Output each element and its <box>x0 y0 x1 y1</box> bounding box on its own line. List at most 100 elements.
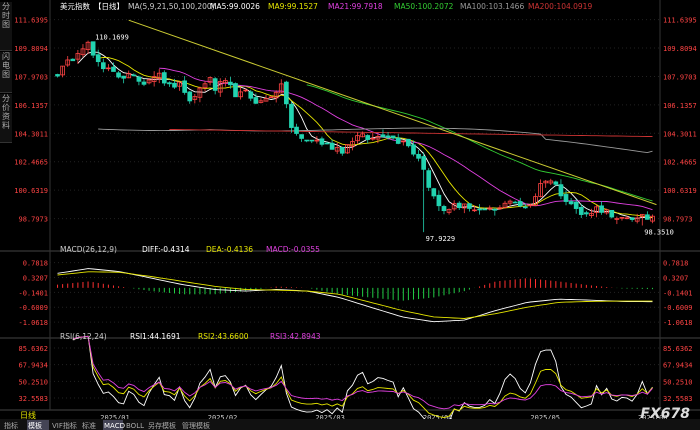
legend-item: MA(5,9,21,50,100,200) <box>128 2 215 11</box>
candle <box>258 100 264 103</box>
candle <box>268 96 274 99</box>
candle <box>512 201 518 204</box>
candle <box>599 205 604 213</box>
candle <box>161 72 167 84</box>
candle <box>426 170 432 188</box>
candle <box>299 134 304 139</box>
candle <box>304 139 310 142</box>
candle <box>502 202 508 208</box>
price-tick-left: 98.7973 <box>18 216 48 224</box>
bottom-tab[interactable]: MACD <box>104 422 125 430</box>
candle <box>523 206 528 209</box>
bottom-toolbar <box>0 419 700 430</box>
candle <box>436 194 442 207</box>
bottom-tab[interactable]: 管理模板 <box>182 421 210 430</box>
bottom-tab[interactable]: 标准 <box>82 421 96 430</box>
ma-line-ma21 <box>159 67 653 211</box>
candle <box>284 81 289 105</box>
rsi-tick-left: 85.6362 <box>18 345 48 353</box>
candle <box>467 203 472 209</box>
rsi-legend-item: RSI3:42.8943 <box>270 332 321 341</box>
price-tick-left: 111.6395 <box>14 17 48 25</box>
candle <box>548 180 554 184</box>
price-tick-left: 106.1357 <box>14 102 48 110</box>
candle <box>319 138 325 145</box>
candle <box>650 215 655 222</box>
candle <box>294 126 299 134</box>
candle <box>543 180 549 184</box>
side-tab-lightning[interactable]: 闪电图 <box>0 52 12 93</box>
candle <box>228 81 233 86</box>
candle <box>553 181 559 185</box>
candle <box>431 188 437 197</box>
candle <box>80 48 86 56</box>
candle <box>578 206 584 215</box>
candle <box>350 141 355 147</box>
x-tick-label: 2025/06 <box>638 414 668 422</box>
side-tab-price-data[interactable]: 分价资料 <box>0 94 12 143</box>
candle <box>400 140 406 143</box>
legend-item: MA5:99.0026 <box>210 2 260 11</box>
macd-tick-left: -1.0618 <box>18 319 48 327</box>
rsi-tick-left: 67.9434 <box>18 362 48 370</box>
bottom-tab[interactable]: 另存模板 <box>148 421 176 430</box>
legend-item: MA21:99.7918 <box>328 2 383 11</box>
macd-legend-item: MACD:-0.0355 <box>266 245 320 254</box>
candle <box>594 206 599 213</box>
candle <box>339 146 345 154</box>
candle <box>380 134 386 138</box>
rsi-legend-item: RSI(6,12,24) <box>60 332 107 341</box>
candle <box>345 144 350 154</box>
trend-line <box>128 19 657 206</box>
candle <box>472 209 477 212</box>
candle <box>238 91 243 98</box>
bottom-tab[interactable]: VIF指标 <box>52 421 77 430</box>
macd-tick-right: -1.0618 <box>663 319 693 327</box>
rsi-legend-item: RSI1:44.1691 <box>130 332 181 341</box>
price-annotation: 110.1699 <box>95 33 129 41</box>
legend-item: MA50:100.2072 <box>394 2 454 11</box>
candle <box>584 212 589 215</box>
candle <box>233 83 238 98</box>
macd-tick-right: 0.7818 <box>663 260 688 268</box>
rsi-tick-left: 32.5583 <box>18 395 48 403</box>
candle <box>90 41 96 56</box>
bottom-tab[interactable]: 指标 <box>4 421 18 430</box>
candle <box>406 138 411 147</box>
candle <box>456 202 462 209</box>
candle <box>441 206 447 212</box>
rsi-tick-right: 32.5583 <box>663 395 693 403</box>
bottom-tab-bg <box>103 420 123 430</box>
side-tab-timeshare[interactable]: 分时图 <box>0 2 12 51</box>
rsi-legend-item: RSI2:43.6600 <box>198 332 249 341</box>
candle <box>314 139 320 142</box>
candle <box>95 54 101 63</box>
candle <box>100 62 106 70</box>
candle <box>416 153 421 159</box>
candle <box>629 217 635 220</box>
candle <box>131 74 137 77</box>
legend-item: MA200:104.0919 <box>528 2 592 11</box>
bottom-tab[interactable]: 模板 <box>28 421 42 430</box>
candle <box>172 82 177 88</box>
x-tick-label: 2025/05 <box>530 414 560 422</box>
bottom-tab[interactable]: BOLL <box>126 422 144 430</box>
candle <box>146 79 152 84</box>
candle <box>111 66 116 72</box>
x-tick-label: 2025/01 <box>100 414 130 422</box>
watermark-logo: FX678 <box>640 406 690 422</box>
macd-tick-left: 0.3207 <box>23 275 48 283</box>
candle <box>385 135 391 138</box>
candle <box>538 183 543 197</box>
ma-line-ma100 <box>98 127 653 154</box>
x-tick-label: 2025/03 <box>315 414 345 422</box>
macd-legend-item: DEA:-0.4136 <box>206 245 253 254</box>
candle <box>263 98 269 102</box>
price-tick-right: 98.7973 <box>663 216 693 224</box>
candle <box>273 91 279 99</box>
candle <box>177 81 182 87</box>
price-tick-left: 100.6319 <box>14 187 48 195</box>
candle <box>517 201 523 207</box>
candle <box>492 208 498 211</box>
